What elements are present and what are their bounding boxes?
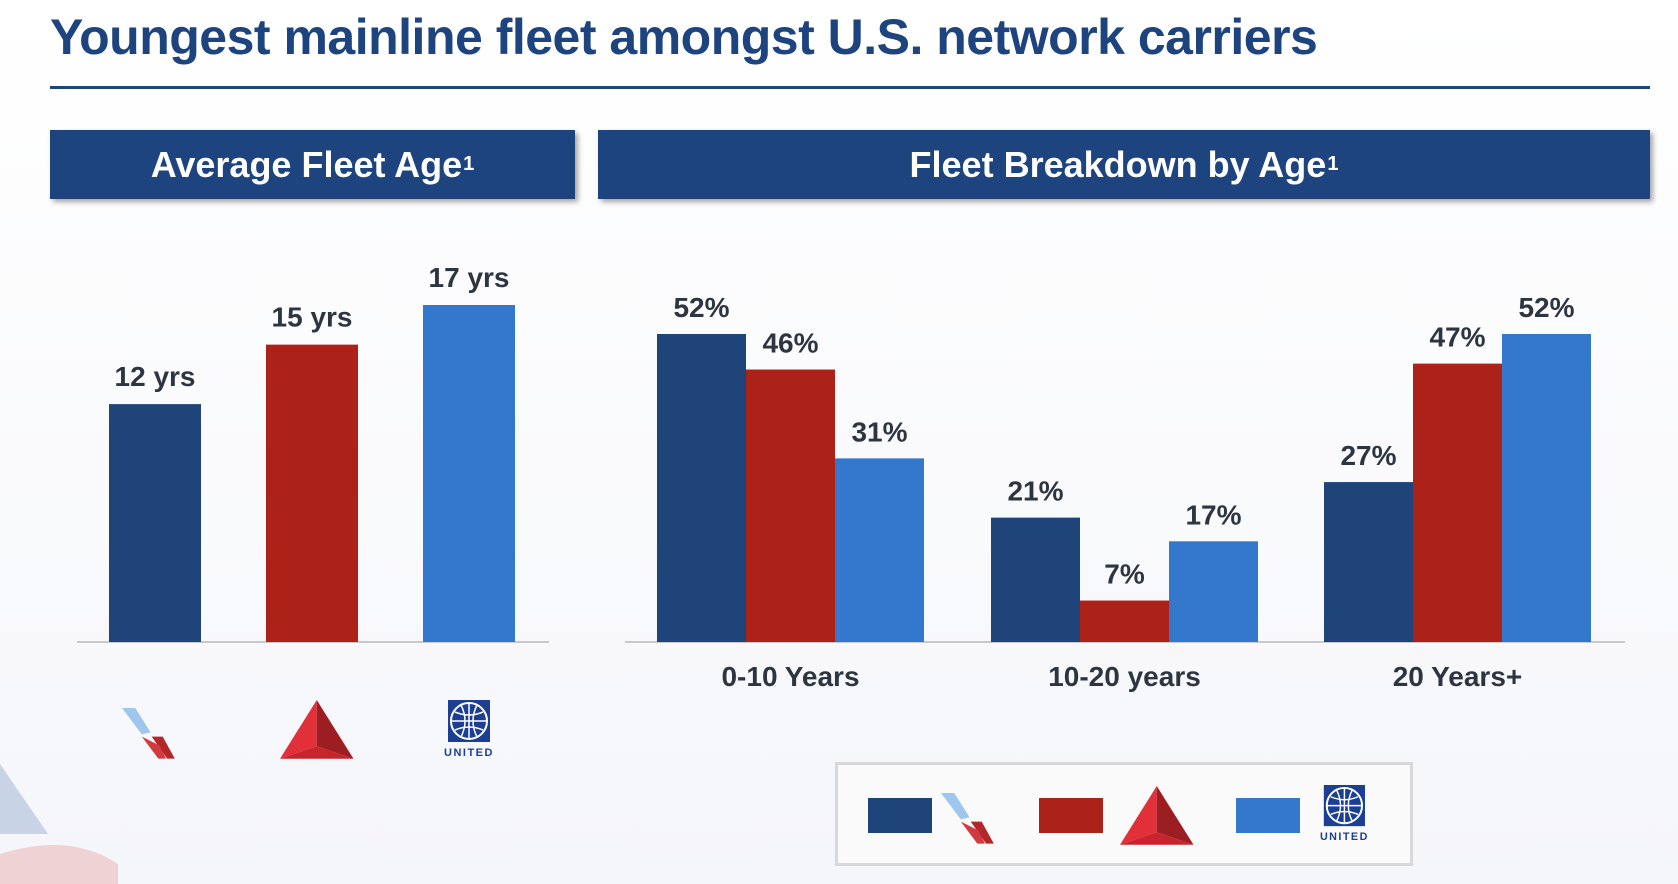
delta-logo-icon (1120, 786, 1194, 845)
breakdown-bar-2-0 (1324, 482, 1413, 642)
breakdown-bar-0-0 (657, 334, 746, 642)
avg-age-data-label-2: 17 yrs (429, 262, 510, 293)
breakdown-data-label-1-1: 7% (1104, 559, 1145, 590)
aa-logo-wing-top (122, 708, 151, 735)
aa-logo-wing-top (941, 793, 970, 820)
breakdown-data-label-2-0: 27% (1340, 440, 1396, 471)
american-airlines-logo-icon (941, 793, 994, 844)
delta-logo-left (1120, 786, 1157, 845)
delta-logo-icon (280, 700, 354, 759)
breakdown-data-label-1-2: 17% (1185, 499, 1241, 530)
united-logo-wordmark: UNITED (1320, 831, 1369, 843)
delta-logo-bottom (1120, 832, 1194, 845)
category-tick-label-2: 20 Years+ (1393, 661, 1523, 692)
breakdown-bar-1-0 (991, 517, 1080, 642)
aa-logo-tail (151, 736, 175, 759)
category-tick-label-0: 0-10 Years (721, 661, 859, 692)
united-logo-grid (1326, 787, 1363, 824)
title-underline (50, 86, 1650, 89)
corner-swoosh-decoration (0, 764, 118, 884)
footnote-marker: 1 (463, 153, 475, 175)
avg-age-data-label-1: 15 yrs (272, 302, 353, 333)
legend-swatch-0 (868, 798, 932, 833)
category-tick-label-1: 10-20 years (1048, 661, 1201, 692)
breakdown-data-label-2-1: 47% (1429, 322, 1485, 353)
breakdown-data-label-0-0: 52% (673, 292, 729, 323)
delta-logo-left (280, 700, 317, 759)
legend-swatch-2 (1236, 798, 1300, 833)
aa-logo-tail (970, 821, 994, 844)
united-logo-wordmark: UNITED (444, 747, 494, 759)
united-logo-icon: UNITED (1320, 785, 1369, 843)
fleet-breakdown-header-text: Fleet Breakdown by Age (909, 143, 1327, 185)
aa-logo-wing-bottom (141, 736, 166, 759)
avg-fleet-age-header-text: Average Fleet Age (150, 143, 463, 185)
breakdown-bar-0-1 (746, 369, 835, 642)
breakdown-bar-2-2 (1502, 334, 1591, 642)
breakdown-bar-1-2 (1169, 541, 1258, 642)
breakdown-data-label-2-2: 52% (1518, 292, 1574, 323)
breakdown-bar-2-1 (1413, 363, 1502, 642)
american-airlines-logo-icon (122, 708, 175, 759)
avg-age-bar-2 (423, 305, 515, 642)
breakdown-data-label-1-0: 21% (1007, 476, 1063, 507)
breakdown-data-label-0-1: 46% (762, 328, 818, 359)
breakdown-bar-0-2 (835, 458, 924, 642)
breakdown-bar-1-1 (1080, 600, 1169, 642)
united-logo-icon: UNITED (444, 700, 494, 759)
delta-logo-bottom (280, 746, 354, 759)
united-logo-grid (451, 703, 487, 739)
fleet-breakdown-header: Fleet Breakdown by Age 1 (598, 130, 1650, 199)
avg-fleet-age-header: Average Fleet Age 1 (50, 130, 575, 199)
delta-logo-right (1156, 786, 1194, 845)
delta-logo-right (316, 700, 354, 759)
legend-swatch-1 (1039, 798, 1103, 833)
avg-age-data-label-0: 12 yrs (115, 361, 196, 392)
slide-title: Youngest mainline fleet amongst U.S. net… (50, 9, 1318, 65)
avg-age-bar-0 (109, 404, 201, 642)
avg-age-bar-1 (266, 344, 358, 642)
aa-logo-wing-bottom (960, 821, 985, 844)
footnote-marker: 1 (1327, 153, 1339, 175)
breakdown-data-label-0-2: 31% (851, 416, 907, 447)
